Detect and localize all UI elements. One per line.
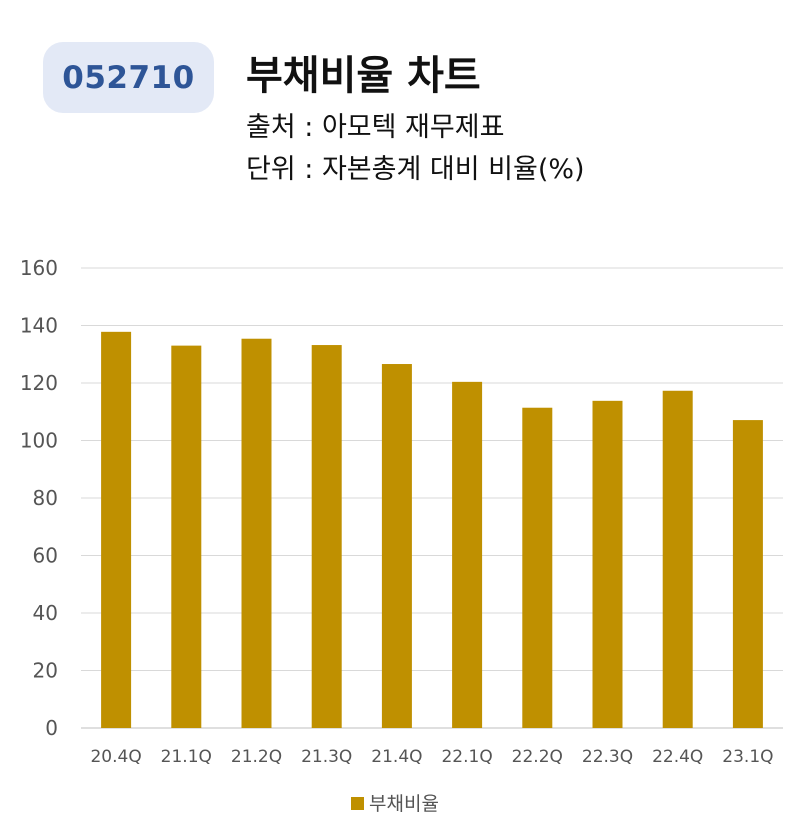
y-tick-label: 0 xyxy=(45,716,58,740)
bar xyxy=(101,331,132,728)
x-tick-label: 22.1Q xyxy=(441,747,492,767)
bar xyxy=(522,407,553,728)
x-tick-label: 22.2Q xyxy=(512,747,563,767)
y-tick-label: 120 xyxy=(20,371,58,395)
y-tick-label: 60 xyxy=(33,544,58,568)
y-tick-label: 100 xyxy=(20,429,58,453)
y-tick-label: 80 xyxy=(33,486,58,510)
x-tick-label: 23.1Q xyxy=(722,747,773,767)
stock-code-badge: 052710 xyxy=(43,42,214,113)
x-tick-label: 21.3Q xyxy=(301,747,352,767)
y-tick-label: 160 xyxy=(20,256,58,280)
x-tick-label: 21.2Q xyxy=(231,747,282,767)
bar xyxy=(171,345,202,728)
legend-label: 부채비율 xyxy=(369,793,439,815)
bar xyxy=(732,420,763,728)
bar xyxy=(452,381,483,728)
legend-swatch xyxy=(351,797,364,810)
bar xyxy=(592,400,623,728)
x-tick-label: 21.1Q xyxy=(161,747,212,767)
bar xyxy=(241,338,272,728)
bar xyxy=(311,345,342,728)
x-tick-label: 20.4Q xyxy=(90,747,141,767)
bar xyxy=(662,390,693,728)
y-tick-label: 40 xyxy=(33,601,58,625)
y-tick-label: 140 xyxy=(20,314,58,338)
unit-line: 단위 : 자본총계 대비 비율(%) xyxy=(246,154,585,185)
bar xyxy=(381,364,412,728)
y-tick-label: 20 xyxy=(33,659,58,683)
source-line: 출처 : 아모텍 재무제표 xyxy=(246,112,505,143)
x-tick-label: 22.3Q xyxy=(582,747,633,767)
stock-code: 052710 xyxy=(62,59,195,96)
x-tick-label: 22.4Q xyxy=(652,747,703,767)
x-tick-label: 21.4Q xyxy=(371,747,422,767)
chart-title: 부채비율 차트 xyxy=(246,53,481,99)
